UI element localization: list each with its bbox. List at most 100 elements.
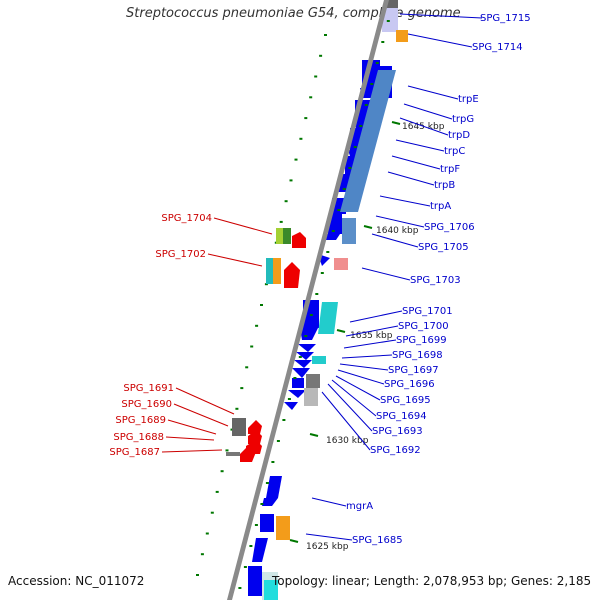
gene-label[interactable]: SPG_1705 (418, 242, 469, 253)
gene-block[interactable] (276, 516, 290, 540)
gene-arrow[interactable] (266, 476, 282, 498)
gene-arrow[interactable] (288, 390, 306, 398)
ruler-dot (215, 490, 219, 493)
gene-block[interactable] (226, 452, 240, 456)
gene-block[interactable] (396, 30, 408, 42)
gene-label[interactable]: SPG_1695 (380, 395, 431, 406)
gene-block[interactable] (283, 228, 291, 244)
gene-block[interactable] (342, 218, 356, 244)
gene-label[interactable]: SPG_1692 (370, 445, 421, 456)
leader-line (337, 369, 385, 385)
kbp-tick (309, 433, 319, 437)
gene-label[interactable]: trpC (444, 146, 465, 157)
gene-block[interactable] (304, 388, 318, 406)
gene-label[interactable]: trpD (448, 130, 470, 141)
gene-label[interactable]: trpB (434, 180, 455, 191)
gene-block[interactable] (264, 580, 278, 600)
gene-label[interactable]: mgrA (346, 501, 373, 512)
leader-line (391, 155, 441, 170)
gene-block[interactable] (318, 302, 338, 334)
gene-block[interactable] (334, 258, 348, 270)
gene-block[interactable] (384, 0, 398, 10)
gene-label[interactable]: SPG_1687 (109, 447, 160, 458)
gene-block[interactable] (306, 374, 320, 388)
ruler-dot (284, 200, 288, 203)
gene-arrow[interactable] (292, 232, 306, 248)
inner-tick (254, 524, 258, 526)
inner-tick (353, 146, 357, 148)
gene-label[interactable]: SPG_1704 (161, 213, 212, 224)
inner-tick (342, 188, 346, 190)
inner-tick (265, 482, 269, 484)
gene-block[interactable] (382, 8, 398, 32)
leader-line (335, 375, 381, 401)
gene-block[interactable] (266, 258, 274, 284)
gene-arrow[interactable] (252, 538, 268, 562)
topology-text: Topology: linear; Length: 2,078,953 bp; … (272, 574, 592, 588)
gene-label[interactable]: SPG_1702 (155, 249, 206, 260)
gene-arrow[interactable] (284, 402, 298, 410)
gene-label[interactable]: SPG_1694 (376, 411, 427, 422)
ruler-dot (210, 511, 214, 514)
gene-arrow[interactable] (298, 344, 316, 352)
gene-arrow[interactable] (294, 360, 312, 368)
genome-backbone (227, 0, 389, 600)
gene-arrow[interactable] (248, 566, 262, 596)
gene-arrow[interactable] (248, 430, 262, 444)
kbp-label: 1645 kbp (402, 122, 445, 132)
gene-arrow[interactable] (240, 446, 256, 462)
kbp-tick-labels: 1645 kbp 1640 kbp 1635 kbp 1630 kbp 1625… (289, 121, 445, 552)
gene-label[interactable]: SPG_1690 (121, 399, 172, 410)
ruler-dot (250, 345, 254, 348)
gene-label[interactable]: SPG_1693 (372, 426, 423, 437)
gene-label[interactable]: SPG_1714 (472, 42, 523, 53)
leader-line (343, 339, 397, 349)
leader-line (167, 419, 217, 435)
inner-tick (359, 125, 363, 127)
gene-block[interactable] (312, 356, 326, 364)
gene-arrow[interactable] (248, 420, 262, 434)
gene-label[interactable]: trpF (440, 164, 460, 175)
leader-line (213, 217, 273, 235)
gene-arrow[interactable] (262, 498, 278, 506)
inner-tick (293, 377, 297, 379)
gene-block[interactable] (276, 228, 284, 244)
gene-label[interactable]: SPG_1691 (123, 383, 174, 394)
plus-strand-label-text: SPG_1715 SPG_1714 trpE trpG trpD trpC tr… (346, 13, 531, 546)
gene-label[interactable]: trpA (430, 201, 451, 212)
gene-label[interactable]: SPG_1701 (402, 306, 453, 317)
leader-line (341, 354, 393, 359)
leader-line (175, 387, 235, 415)
gene-label[interactable]: SPG_1696 (384, 379, 435, 390)
gene-arrow[interactable] (292, 378, 304, 388)
leader-line (399, 117, 449, 136)
gene-block[interactable] (273, 258, 281, 284)
gene-label[interactable]: SPG_1700 (398, 321, 449, 332)
leader-line (371, 233, 419, 248)
gene-label[interactable]: SPG_1697 (388, 365, 439, 376)
gene-label[interactable]: SPG_1703 (410, 275, 461, 286)
kbp-label: 1640 kbp (376, 226, 419, 236)
gene-arrow[interactable] (260, 514, 274, 532)
gene-label[interactable]: trpG (452, 114, 474, 125)
gene-label[interactable]: SPG_1706 (424, 222, 475, 233)
gene-arrow[interactable] (284, 262, 300, 288)
gene-arrow[interactable] (326, 234, 340, 240)
gene-label[interactable]: SPG_1688 (113, 432, 164, 443)
inner-tick (348, 167, 352, 169)
gene-label[interactable]: SPG_1699 (396, 335, 447, 346)
gene-label[interactable]: SPG_1689 (115, 415, 166, 426)
gene-arrow[interactable] (292, 368, 310, 378)
inner-tick (238, 587, 242, 589)
gene-block[interactable] (232, 418, 246, 436)
gene-block-trp[interactable] (340, 70, 396, 212)
ruler-dot (255, 324, 259, 327)
gene-label[interactable]: trpE (458, 94, 479, 105)
ruler-dot (289, 179, 293, 182)
gene-label[interactable]: SPG_1685 (352, 535, 403, 546)
leader-line (407, 33, 473, 48)
gene-label[interactable]: SPG_1715 (480, 13, 531, 24)
leader-line (331, 379, 377, 417)
gene-label[interactable]: SPG_1698 (392, 350, 443, 361)
gene-arrow[interactable] (296, 352, 314, 360)
